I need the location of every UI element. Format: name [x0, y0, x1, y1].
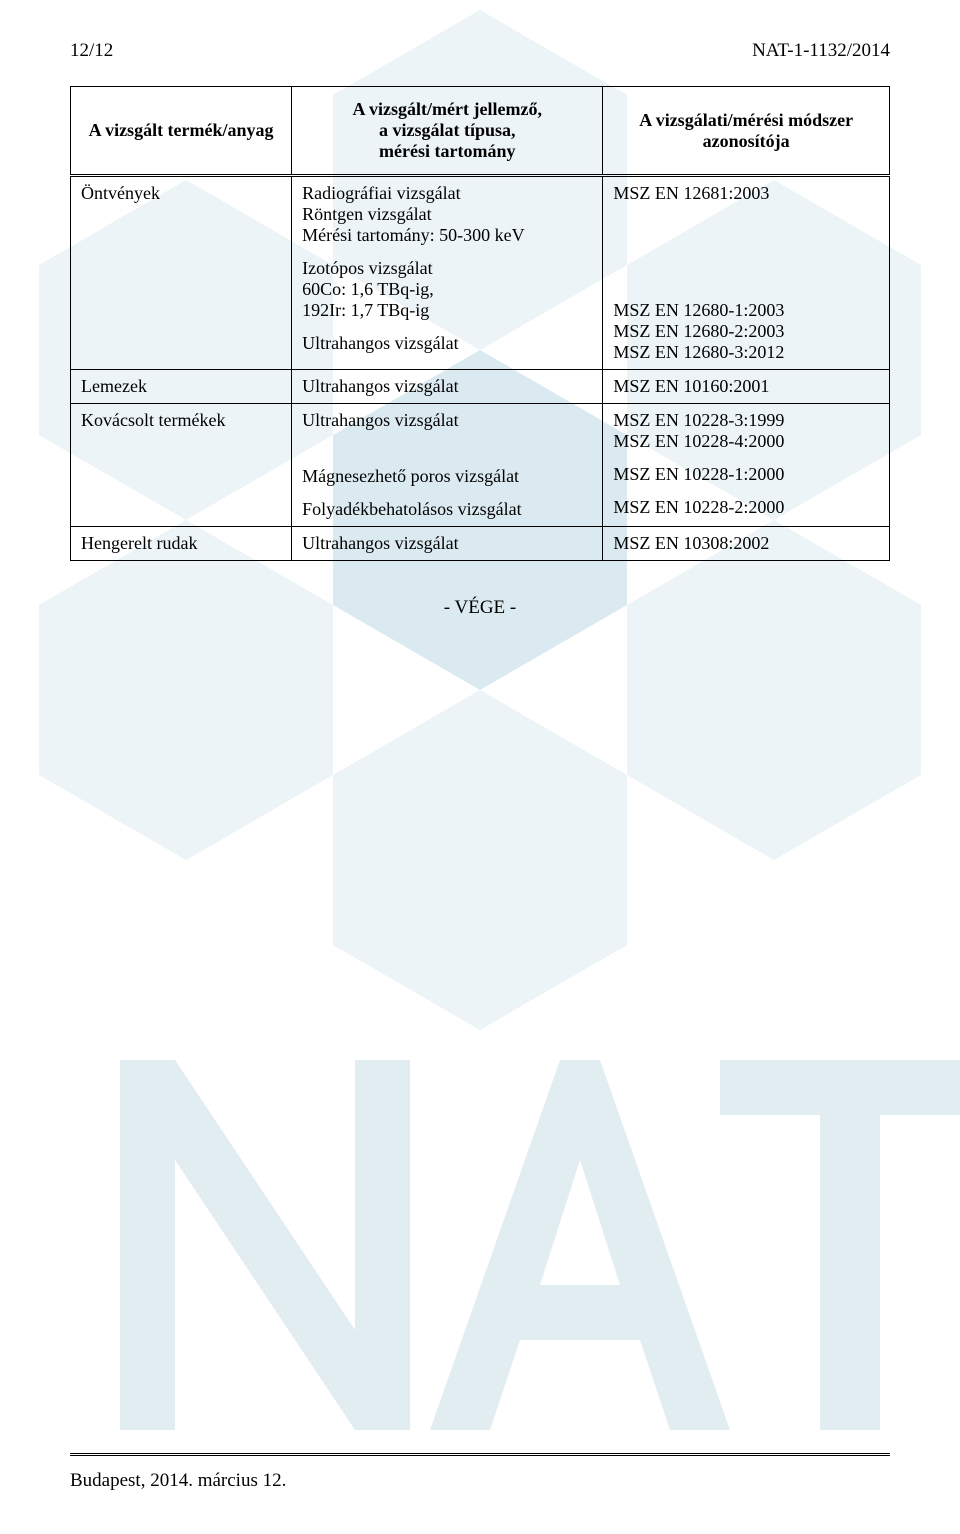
cell-method: Ultrahangos vizsgálat	[292, 527, 603, 561]
id-block: MSZ EN 12681:2003	[613, 183, 879, 204]
method-block: Ultrahangos vizsgálat	[302, 410, 592, 454]
cell-product: Öntvények	[71, 176, 292, 370]
cell-id: MSZ EN 10160:2001	[603, 370, 890, 404]
id-block	[613, 216, 879, 288]
table-row: Öntvények Radiográfiai vizsgálat Röntgen…	[71, 176, 890, 370]
method-block: Izotópos vizsgálat 60Co: 1,6 TBq-ig, 192…	[302, 258, 592, 321]
cell-product: Lemezek	[71, 370, 292, 404]
end-marker: - VÉGE -	[70, 597, 890, 619]
cell-id: MSZ EN 10228-3:1999 MSZ EN 10228-4:2000 …	[603, 404, 890, 527]
id-block: MSZ EN 10228-2:2000	[613, 497, 879, 518]
cell-id: MSZ EN 12681:2003 MSZ EN 12680-1:2003 MS…	[603, 176, 890, 370]
footer-date-place: Budapest, 2014. március 12.	[70, 1470, 286, 1492]
col-header-method: A vizsgált/mért jellemző, a vizsgálat tí…	[292, 87, 603, 176]
cell-product: Hengerelt rudak	[71, 527, 292, 561]
cell-method: Radiográfiai vizsgálat Röntgen vizsgálat…	[292, 176, 603, 370]
method-block: Ultrahangos vizsgálat	[302, 333, 592, 354]
col-header-product: A vizsgált termék/anyag	[71, 87, 292, 176]
cell-method: Ultrahangos vizsgálat Mágnesezhető poros…	[292, 404, 603, 527]
col-header-id: A vizsgálati/mérési módszer azonosítója	[603, 87, 890, 176]
page-number: 12/12	[70, 40, 113, 62]
id-block: MSZ EN 10228-3:1999 MSZ EN 10228-4:2000	[613, 410, 879, 452]
cell-product: Kovácsolt termékek	[71, 404, 292, 527]
id-block: MSZ EN 10228-1:2000	[613, 464, 879, 485]
id-block: MSZ EN 12680-1:2003 MSZ EN 12680-2:2003 …	[613, 300, 879, 363]
table-row: Kovácsolt termékek Ultrahangos vizsgálat…	[71, 404, 890, 527]
accreditation-table: A vizsgált termék/anyag A vizsgált/mért …	[70, 86, 890, 561]
table-row: Hengerelt rudak Ultrahangos vizsgálat MS…	[71, 527, 890, 561]
method-block: Radiográfiai vizsgálat Röntgen vizsgálat…	[302, 183, 592, 246]
cell-method: Ultrahangos vizsgálat	[292, 370, 603, 404]
doc-code: NAT-1-1132/2014	[752, 40, 890, 62]
footer-rule	[70, 1453, 890, 1456]
method-block: Mágnesezhető poros vizsgálat	[302, 466, 592, 487]
method-block: Folyadékbehatolásos vizsgálat	[302, 499, 592, 520]
table-row: Lemezek Ultrahangos vizsgálat MSZ EN 101…	[71, 370, 890, 404]
page-header: 12/12 NAT-1-1132/2014	[70, 40, 890, 62]
cell-id: MSZ EN 10308:2002	[603, 527, 890, 561]
